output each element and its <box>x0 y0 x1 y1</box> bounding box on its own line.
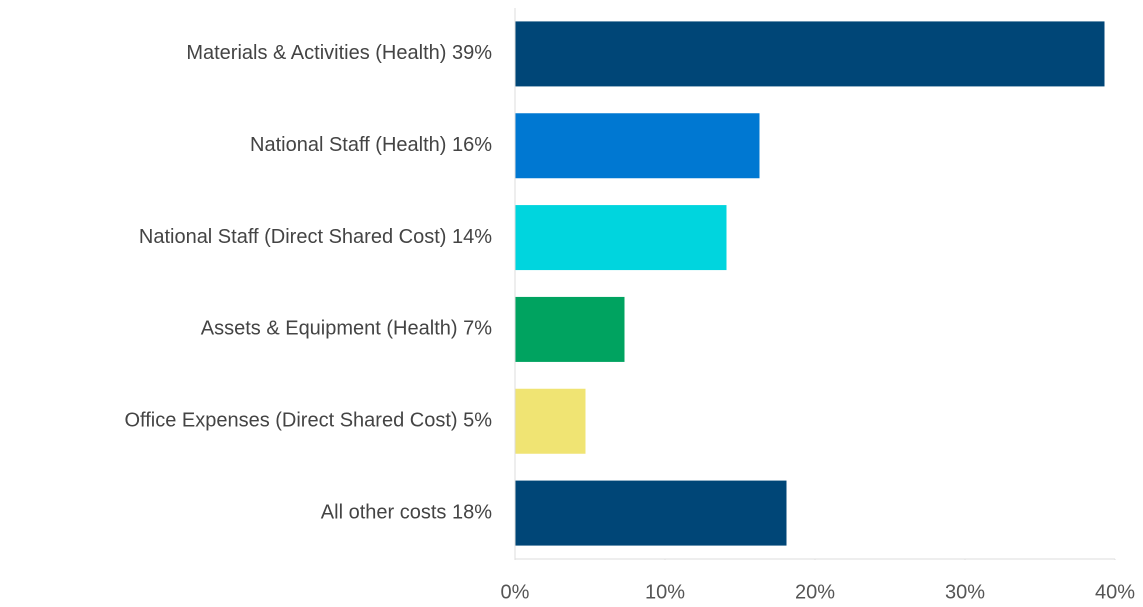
bar <box>515 21 1105 87</box>
y-tick-label: National Staff (Health) 16% <box>250 134 492 156</box>
bar <box>515 480 787 546</box>
y-tick-label: National Staff (Direct Shared Cost) 14% <box>139 226 492 248</box>
y-tick-label: Assets & Equipment (Health) 7% <box>201 318 492 340</box>
x-tick-label: 30% <box>945 581 985 603</box>
y-tick-label: All other costs 18% <box>321 501 492 523</box>
bar <box>515 205 727 271</box>
x-tick-label: 20% <box>795 581 835 603</box>
bar <box>515 113 760 179</box>
y-tick-label: Materials & Activities (Health) 39% <box>186 42 492 64</box>
x-tick-label: 0% <box>501 581 530 603</box>
y-tick-label: Office Expenses (Direct Shared Cost) 5% <box>124 410 492 432</box>
bar <box>515 296 625 362</box>
x-tick-label: 10% <box>645 581 685 603</box>
x-tick-label: 40% <box>1095 581 1135 603</box>
bar <box>515 388 586 454</box>
